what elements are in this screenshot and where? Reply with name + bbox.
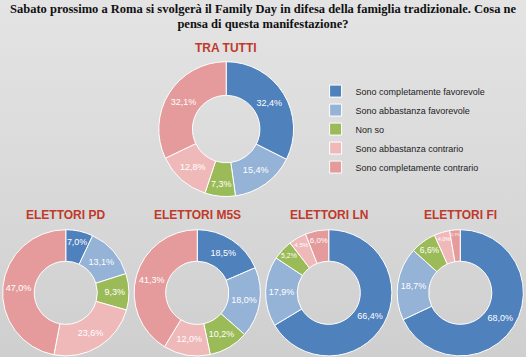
- svg-text:32,4%: 32,4%: [256, 98, 282, 108]
- svg-text:41,3%: 41,3%: [139, 275, 165, 285]
- svg-text:ELETTORI FI: ELETTORI FI: [424, 208, 497, 222]
- svg-text:18,7%: 18,7%: [401, 281, 427, 291]
- svg-text:Sono completamente favorevole: Sono completamente favorevole: [356, 87, 485, 97]
- svg-text:ELETTORI LN: ELETTORI LN: [290, 208, 368, 222]
- svg-text:2,7%: 2,7%: [451, 232, 460, 237]
- svg-text:ELETTORI M5S: ELETTORI M5S: [154, 208, 241, 222]
- svg-text:12,0%: 12,0%: [176, 334, 202, 344]
- svg-text:18,5%: 18,5%: [210, 248, 236, 258]
- svg-text:7,0%: 7,0%: [67, 237, 87, 247]
- svg-text:17,9%: 17,9%: [269, 287, 295, 297]
- svg-text:6,0%: 6,0%: [310, 236, 328, 245]
- svg-text:47,0%: 47,0%: [6, 283, 32, 293]
- svg-text:32,1%: 32,1%: [171, 97, 197, 107]
- svg-text:4,5%: 4,5%: [294, 241, 309, 248]
- svg-text:Sono abbastanza contrario: Sono abbastanza contrario: [356, 144, 464, 154]
- svg-text:Non so: Non so: [356, 125, 385, 135]
- svg-text:68,0%: 68,0%: [487, 313, 513, 323]
- svg-text:15,4%: 15,4%: [243, 165, 269, 175]
- svg-text:ELETTORI PD: ELETTORI PD: [26, 208, 105, 222]
- svg-text:12,8%: 12,8%: [180, 162, 206, 172]
- svg-text:6,6%: 6,6%: [420, 245, 440, 255]
- svg-text:10,2%: 10,2%: [209, 329, 235, 339]
- svg-text:Sono abbastanza favorevole: Sono abbastanza favorevole: [356, 106, 470, 116]
- svg-text:7,3%: 7,3%: [211, 179, 232, 189]
- svg-text:66,4%: 66,4%: [357, 311, 383, 321]
- svg-text:5,2%: 5,2%: [281, 252, 297, 259]
- svg-text:4,0%: 4,0%: [438, 236, 451, 242]
- svg-text:18,0%: 18,0%: [231, 295, 257, 305]
- svg-text:TRA TUTTI: TRA TUTTI: [195, 41, 257, 55]
- svg-text:23,6%: 23,6%: [78, 328, 104, 338]
- svg-text:9,3%: 9,3%: [104, 287, 125, 297]
- svg-text:13,1%: 13,1%: [89, 257, 115, 267]
- svg-text:Sono completamente contrario: Sono completamente contrario: [356, 163, 479, 173]
- html-text:Sabato prossimo a Roma si svol: Sabato prossimo a Roma si svolgerà il Fa…: [10, 2, 516, 31]
